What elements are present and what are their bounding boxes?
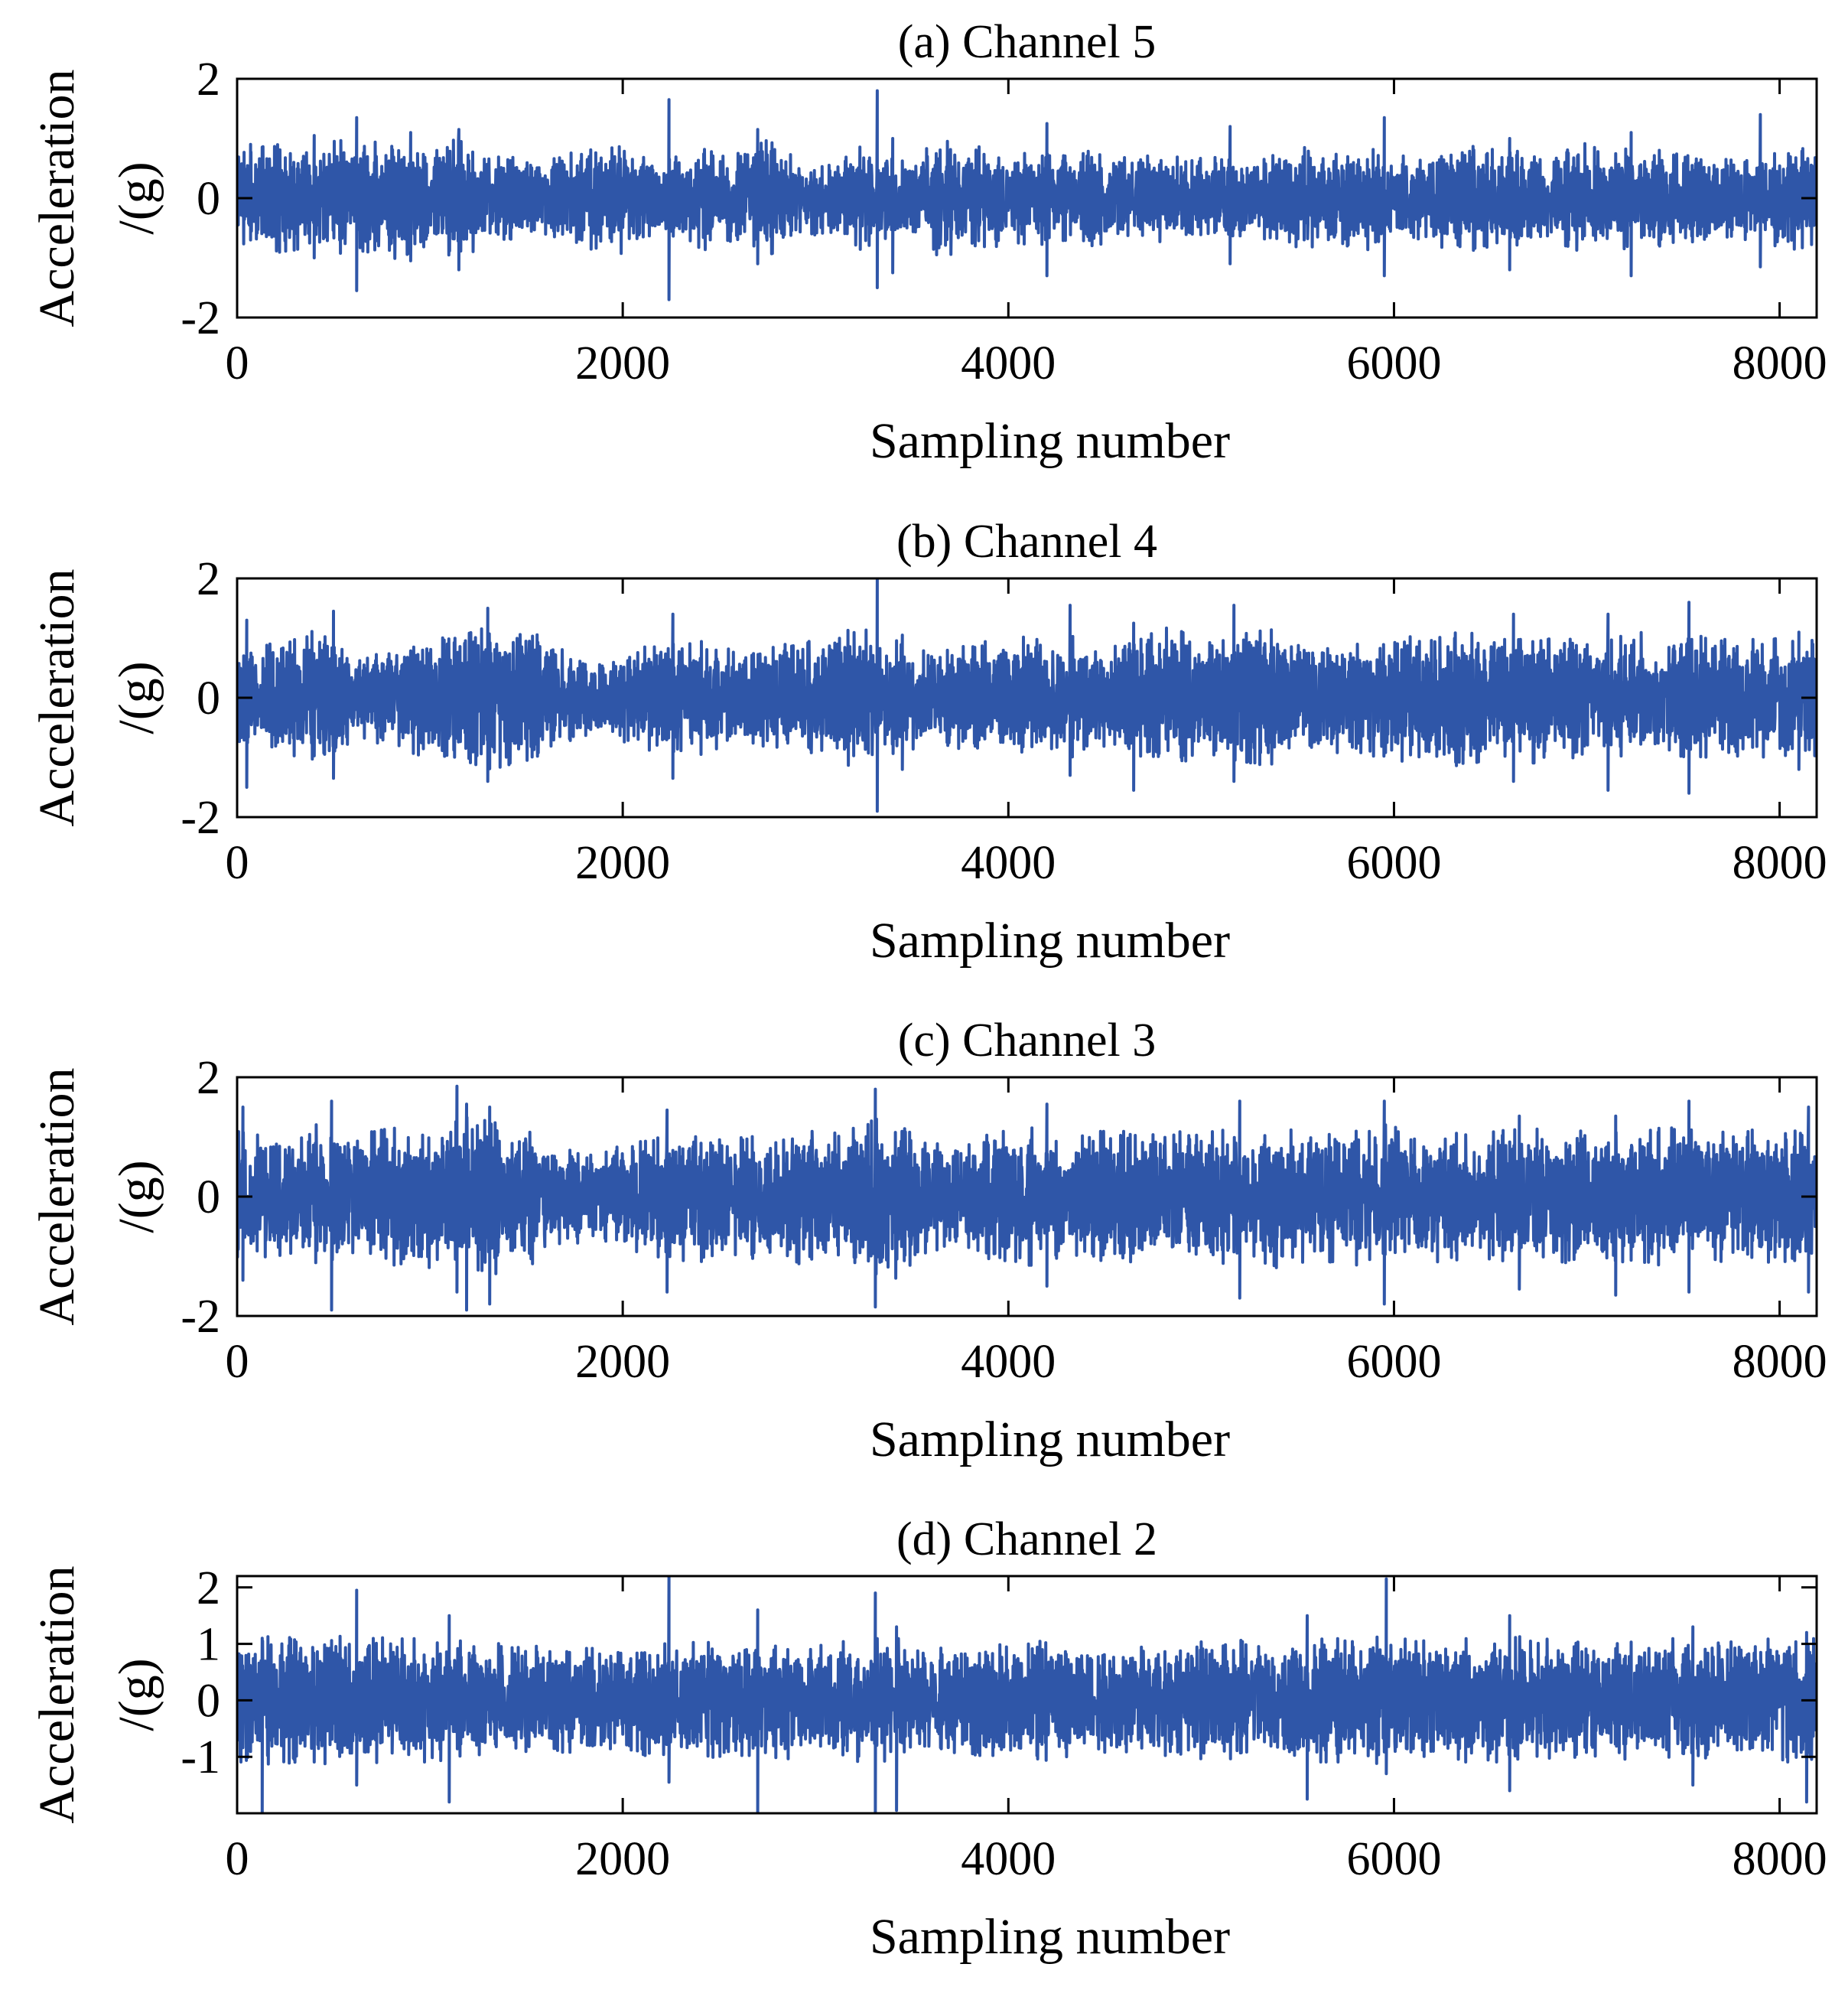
x-tick-label: 0 [226,837,249,889]
chart-panel-2: (b) Channel 40 2000 4000 6000 8000-202Sampli… [29,516,1827,969]
x-axis-label: Sampling number [870,1412,1230,1467]
x-tick-label: 4000 [961,1833,1056,1885]
chart-title: (b) Channel 4 [896,516,1157,568]
x-tick-label: 8000 [1732,837,1827,889]
y-tick-label: 2 [197,1562,220,1614]
y-axis-unit-label: /(g) [109,1658,164,1731]
x-axis-label: Sampling number [870,913,1230,969]
y-axis-label: Acceleration [29,1565,85,1823]
y-tick-label: -2 [181,1291,220,1343]
y-axis-unit-label: /(g) [109,161,164,234]
chart-panel-1: (a) Channel 50 2000 4000 6000 8000-202Sampli… [29,16,1827,469]
y-tick-label: 0 [197,1171,220,1223]
y-tick-label: 2 [197,1052,220,1104]
x-tick-label: 8000 [1732,1833,1827,1885]
y-tick-label: 0 [197,1675,220,1727]
x-tick-label: 6000 [1346,1336,1441,1388]
x-tick-label: 4000 [961,837,1056,889]
y-tick-label: -2 [181,792,220,844]
y-tick-label: -2 [181,292,220,344]
x-tick-label: 6000 [1346,1833,1441,1885]
y-axis-label: Acceleration [29,69,85,327]
chart-title: (c) Channel 3 [898,1015,1156,1067]
axes-frame [236,1575,1818,1815]
chart-panel-4: (d) Channel 20 2000 4000 6000 8000-1012Sampl… [29,1513,1827,1965]
y-tick-label: 1 [197,1619,220,1671]
x-tick-label: 2000 [575,1336,670,1388]
x-tick-label: 8000 [1732,1336,1827,1388]
chart-title: (a) Channel 5 [898,16,1156,68]
x-tick-label: 2000 [575,837,670,889]
y-axis-unit-label: /(g) [109,661,164,734]
x-tick-label: 0 [226,337,249,389]
x-tick-label: 0 [226,1336,249,1388]
y-axis-unit-label: /(g) [109,1160,164,1233]
x-tick-label: 4000 [961,337,1056,389]
y-tick-label: 2 [197,54,220,106]
y-axis-label: Acceleration [29,568,85,826]
y-axis-label: Acceleration [29,1067,85,1325]
x-axis-label: Sampling number [870,413,1230,469]
signal-line [237,89,1817,301]
signal-line [237,578,1817,813]
x-tick-label: 4000 [961,1336,1056,1388]
x-tick-label: 0 [226,1833,249,1885]
y-tick-label: -1 [181,1731,220,1783]
signal-line [237,1576,1817,1813]
chart-panel-3: (c) Channel 30 2000 4000 6000 8000-202Sampli… [29,1015,1827,1467]
x-tick-label: 2000 [575,1833,670,1885]
x-tick-label: 6000 [1346,337,1441,389]
x-axis-label: Sampling number [870,1909,1230,1965]
y-tick-label: 0 [197,173,220,225]
x-tick-label: 8000 [1732,337,1827,389]
x-tick-label: 6000 [1346,837,1441,889]
y-tick-label: 0 [197,673,220,725]
x-tick-label: 2000 [575,337,670,389]
chart-title: (d) Channel 2 [896,1513,1157,1565]
signal-line [237,1084,1817,1312]
y-tick-label: 2 [197,553,220,605]
